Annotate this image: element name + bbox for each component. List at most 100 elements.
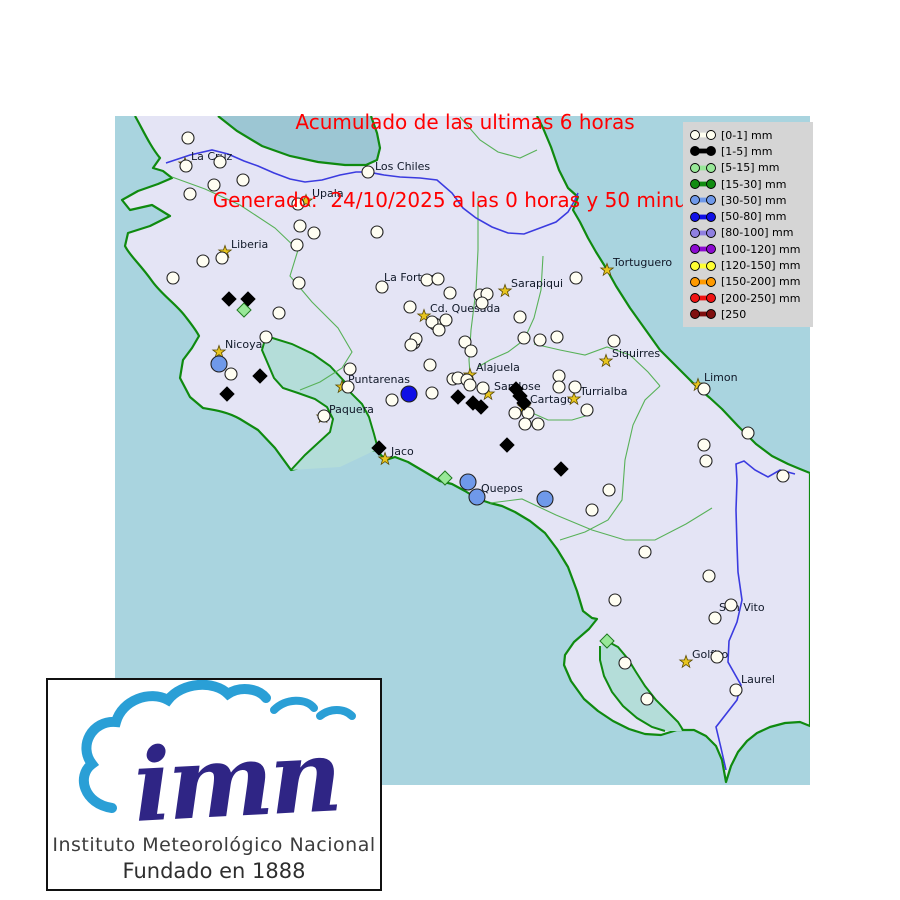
station-marker-0-1mm	[552, 380, 566, 394]
legend-range-swatch	[690, 309, 716, 320]
station-marker-0-1mm	[569, 271, 583, 285]
station-marker-0-1mm	[568, 380, 582, 394]
station-marker-0-1mm	[464, 344, 478, 358]
legend-item: [30-50] mm	[689, 192, 813, 208]
city-label: Sarapiqui	[511, 277, 563, 290]
legend-item-label: [150-200] mm	[721, 275, 801, 289]
city-label: Turrialba	[579, 385, 627, 398]
station-marker-1-5mm	[450, 389, 466, 405]
legend-item: [80-100] mm	[689, 225, 813, 241]
city-star-icon	[678, 654, 694, 669]
legend-item: [0-1] mm	[689, 127, 813, 143]
station-marker-0-1mm	[425, 386, 439, 400]
legend-range-swatch	[690, 146, 716, 157]
legend-range-swatch	[690, 260, 716, 271]
city-label: Quepos	[481, 482, 523, 495]
legend-item-label: [120-150] mm	[721, 259, 801, 273]
station-marker-5-15mm	[437, 470, 453, 486]
cloud-puff-icon	[270, 696, 318, 714]
legend-item-label: [250	[721, 307, 747, 321]
imn-logo: imn Instituto Meteorológico Nacional Fun…	[46, 678, 382, 891]
legend-range-swatch	[690, 179, 716, 189]
city-label: Siquirres	[612, 347, 660, 360]
legend-range-swatch	[690, 211, 716, 222]
station-marker-30-50mm	[468, 488, 486, 506]
station-marker-0-1mm	[420, 273, 434, 287]
precipitation-legend: [0-1] mm [1-5] mm [5-15] mm [15-30] mm […	[683, 122, 813, 327]
station-marker-1-5mm	[553, 461, 569, 477]
station-marker-1-5mm	[371, 440, 387, 456]
station-marker-1-5mm	[240, 291, 256, 307]
station-marker-0-1mm	[533, 333, 547, 347]
city-label: Laurel	[741, 673, 775, 686]
station-marker-30-50mm	[459, 473, 477, 491]
station-marker-0-1mm	[602, 483, 616, 497]
station-marker-0-1mm	[224, 367, 238, 381]
station-marker-0-1mm	[443, 286, 457, 300]
station-marker-0-1mm	[638, 545, 652, 559]
station-marker-0-1mm	[370, 225, 384, 239]
border-river	[165, 149, 579, 235]
city-label: Liberia	[231, 238, 268, 251]
province-border	[489, 498, 713, 541]
legend-item: [1-5] mm	[689, 143, 813, 159]
lake-nicaragua	[218, 116, 380, 165]
city-star-icon	[598, 353, 614, 368]
city-label: Limon	[704, 371, 738, 384]
station-marker-0-1mm	[531, 417, 545, 431]
station-marker-0-1mm	[166, 271, 180, 285]
station-marker-0-1mm	[361, 165, 375, 179]
station-marker-0-1mm	[272, 306, 286, 320]
legend-range-swatch	[690, 293, 716, 304]
station-marker-0-1mm	[697, 382, 711, 396]
station-marker-0-1mm	[508, 406, 522, 420]
city-label: Cd. Quesada	[430, 302, 500, 315]
city-label: Alajuela	[476, 361, 520, 374]
station-marker-0-1mm	[463, 378, 477, 392]
city-star-icon	[566, 391, 582, 406]
station-marker-0-1mm	[439, 313, 453, 327]
legend-range-swatch	[690, 227, 716, 238]
station-marker-0-1mm	[307, 226, 321, 240]
station-marker-0-1mm	[404, 338, 418, 352]
station-marker-0-1mm	[215, 251, 229, 265]
station-marker-0-1mm	[729, 683, 743, 697]
station-marker-0-1mm	[552, 369, 566, 383]
city-star-icon	[377, 451, 393, 466]
station-marker-0-1mm	[585, 503, 599, 517]
imn-acronym: imn	[131, 716, 341, 830]
imn-cloud-logo-graphic: imn	[78, 680, 356, 845]
station-marker-0-1mm	[181, 131, 195, 145]
station-marker-0-1mm	[776, 469, 790, 483]
station-marker-0-1mm	[517, 331, 531, 345]
station-marker-0-1mm	[431, 272, 445, 286]
province-border	[533, 343, 661, 387]
province-border	[468, 198, 479, 375]
golfo-dulce-ne-shore	[604, 639, 684, 731]
city-label: Puntarenas	[348, 373, 410, 386]
legend-range-swatch	[690, 276, 716, 287]
station-marker-0-1mm	[697, 438, 711, 452]
logo-founded-line: Fundado en 1888	[122, 859, 306, 883]
legend-item-label: [15-30] mm	[721, 177, 787, 191]
station-marker-0-1mm	[196, 254, 210, 268]
city-label: Paquera	[329, 403, 374, 416]
station-marker-0-1mm	[710, 650, 724, 664]
station-marker-0-1mm	[293, 219, 307, 233]
cloud-puff-icon	[316, 706, 356, 720]
legend-item-label: [0-1] mm	[721, 128, 773, 142]
border-river	[715, 460, 796, 771]
city-star-icon	[497, 283, 513, 298]
title-line1: Acumulado de las ultimas 6 horas	[295, 110, 635, 134]
station-marker-0-1mm	[291, 197, 305, 211]
legend-item-label: [5-15] mm	[721, 161, 780, 175]
legend-range-swatch	[690, 130, 716, 141]
province-border	[459, 116, 538, 159]
station-marker-1-5mm	[219, 386, 235, 402]
station-marker-0-1mm	[236, 173, 250, 187]
station-marker-5-15mm	[599, 633, 615, 649]
legend-range-swatch	[690, 244, 716, 255]
station-marker-0-1mm	[724, 598, 738, 612]
station-marker-0-1mm	[179, 159, 193, 173]
station-marker-1-5mm	[473, 399, 489, 415]
